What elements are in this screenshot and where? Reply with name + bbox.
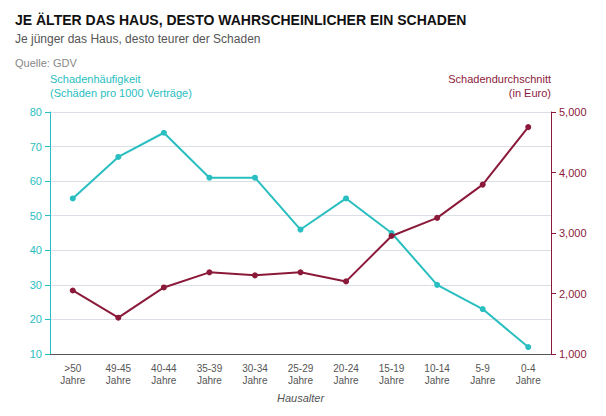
svg-text:30-34: 30-34 xyxy=(242,363,268,374)
svg-text:Je jünger das Haus, desto teur: Je jünger das Haus, desto teurer der Sch… xyxy=(15,32,260,46)
svg-text:Jahre: Jahre xyxy=(379,375,404,386)
svg-text:(in Euro): (in Euro) xyxy=(509,87,551,99)
svg-text:4,000: 4,000 xyxy=(559,167,587,179)
svg-text:Jahre: Jahre xyxy=(106,375,131,386)
svg-text:(Schäden pro 1000 Verträge): (Schäden pro 1000 Verträge) xyxy=(50,87,192,99)
svg-text:70: 70 xyxy=(30,141,42,153)
svg-text:20-24: 20-24 xyxy=(333,363,359,374)
svg-text:25-29: 25-29 xyxy=(288,363,314,374)
svg-text:20: 20 xyxy=(30,313,42,325)
svg-text:Schadenhäufigkeit: Schadenhäufigkeit xyxy=(50,73,141,85)
svg-text:>50: >50 xyxy=(64,363,81,374)
svg-text:50: 50 xyxy=(30,210,42,222)
svg-text:Jahre: Jahre xyxy=(288,375,313,386)
svg-text:49-45: 49-45 xyxy=(106,363,132,374)
svg-text:Jahre: Jahre xyxy=(470,375,495,386)
svg-text:15-19: 15-19 xyxy=(379,363,405,374)
svg-text:Jahre: Jahre xyxy=(60,375,85,386)
svg-text:Jahre: Jahre xyxy=(516,375,541,386)
svg-text:Jahre: Jahre xyxy=(425,375,450,386)
svg-text:5,000: 5,000 xyxy=(559,106,587,118)
svg-text:Jahre: Jahre xyxy=(334,375,359,386)
svg-text:60: 60 xyxy=(30,175,42,187)
svg-text:35-39: 35-39 xyxy=(197,363,223,374)
svg-text:1,000: 1,000 xyxy=(559,348,587,360)
svg-text:Quelle: GDV: Quelle: GDV xyxy=(15,57,77,69)
svg-text:80: 80 xyxy=(30,106,42,118)
svg-text:30: 30 xyxy=(30,279,42,291)
svg-text:40-44: 40-44 xyxy=(151,363,177,374)
svg-text:10-14: 10-14 xyxy=(424,363,450,374)
svg-text:Jahre: Jahre xyxy=(242,375,267,386)
svg-text:JE ÄLTER DAS HAUS, DESTO WAHRS: JE ÄLTER DAS HAUS, DESTO WAHRSCHEINLICHE… xyxy=(15,12,466,28)
svg-text:Hausalter: Hausalter xyxy=(277,392,325,404)
svg-text:Jahre: Jahre xyxy=(151,375,176,386)
svg-text:5-9: 5-9 xyxy=(475,363,490,374)
svg-text:3,000: 3,000 xyxy=(559,227,587,239)
svg-text:Schadendurchschnitt: Schadendurchschnitt xyxy=(448,73,551,85)
svg-text:0-4: 0-4 xyxy=(521,363,536,374)
svg-text:Jahre: Jahre xyxy=(197,375,222,386)
svg-text:2,000: 2,000 xyxy=(559,288,587,300)
svg-text:10: 10 xyxy=(30,348,42,360)
svg-text:40: 40 xyxy=(30,244,42,256)
